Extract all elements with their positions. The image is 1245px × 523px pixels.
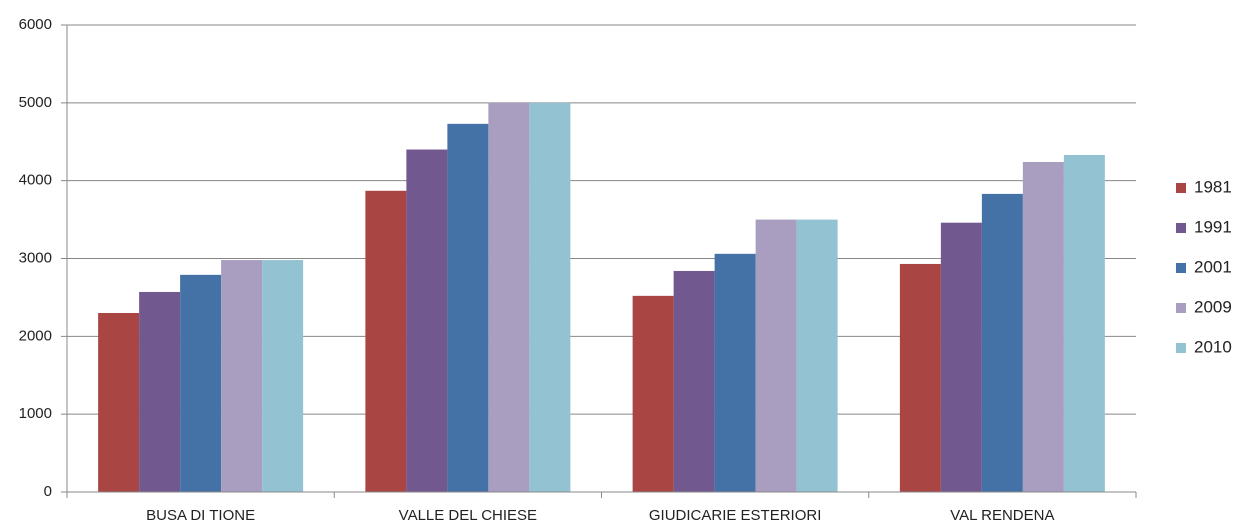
y-tick-label: 6000	[19, 16, 52, 33]
legend-label: 1981	[1194, 177, 1232, 196]
x-tick-label: GIUDICARIE ESTERIORI	[649, 507, 822, 523]
bar	[1022, 161, 1064, 492]
y-tick-label: 3000	[19, 249, 52, 266]
bar	[180, 274, 222, 492]
y-tick-label: 0	[44, 483, 52, 500]
bar	[139, 291, 181, 492]
y-tick-label: 5000	[19, 94, 52, 111]
bar	[632, 295, 674, 492]
bar	[755, 219, 797, 493]
bar	[940, 222, 982, 493]
bar	[488, 102, 530, 492]
legend-label: 2010	[1194, 337, 1232, 356]
bar	[447, 123, 489, 493]
x-tick-label: VAL RENDENA	[950, 507, 1054, 523]
legend-swatch	[1176, 263, 1186, 273]
bar	[714, 253, 756, 492]
legend-swatch	[1176, 303, 1186, 313]
bar	[406, 149, 448, 493]
bar	[529, 102, 571, 492]
legend-label: 1991	[1194, 217, 1232, 236]
bar	[981, 193, 1023, 493]
legend-label: 2001	[1194, 257, 1232, 276]
legend-swatch	[1176, 343, 1186, 353]
legend-swatch	[1176, 223, 1186, 233]
bar	[1063, 154, 1105, 492]
bar	[98, 312, 140, 492]
bar	[262, 260, 304, 492]
y-tick-label: 4000	[19, 172, 52, 189]
legend-label: 2009	[1194, 297, 1232, 316]
x-tick-label: VALLE DEL CHIESE	[399, 507, 537, 523]
x-tick-label: BUSA DI TIONE	[146, 507, 255, 523]
y-tick-label: 1000	[19, 405, 52, 422]
bar	[221, 260, 263, 492]
legend-swatch	[1176, 183, 1186, 193]
bar	[365, 190, 407, 492]
bar	[796, 219, 838, 493]
bar	[899, 263, 941, 492]
y-tick-label: 2000	[19, 327, 52, 344]
bar	[673, 270, 715, 492]
